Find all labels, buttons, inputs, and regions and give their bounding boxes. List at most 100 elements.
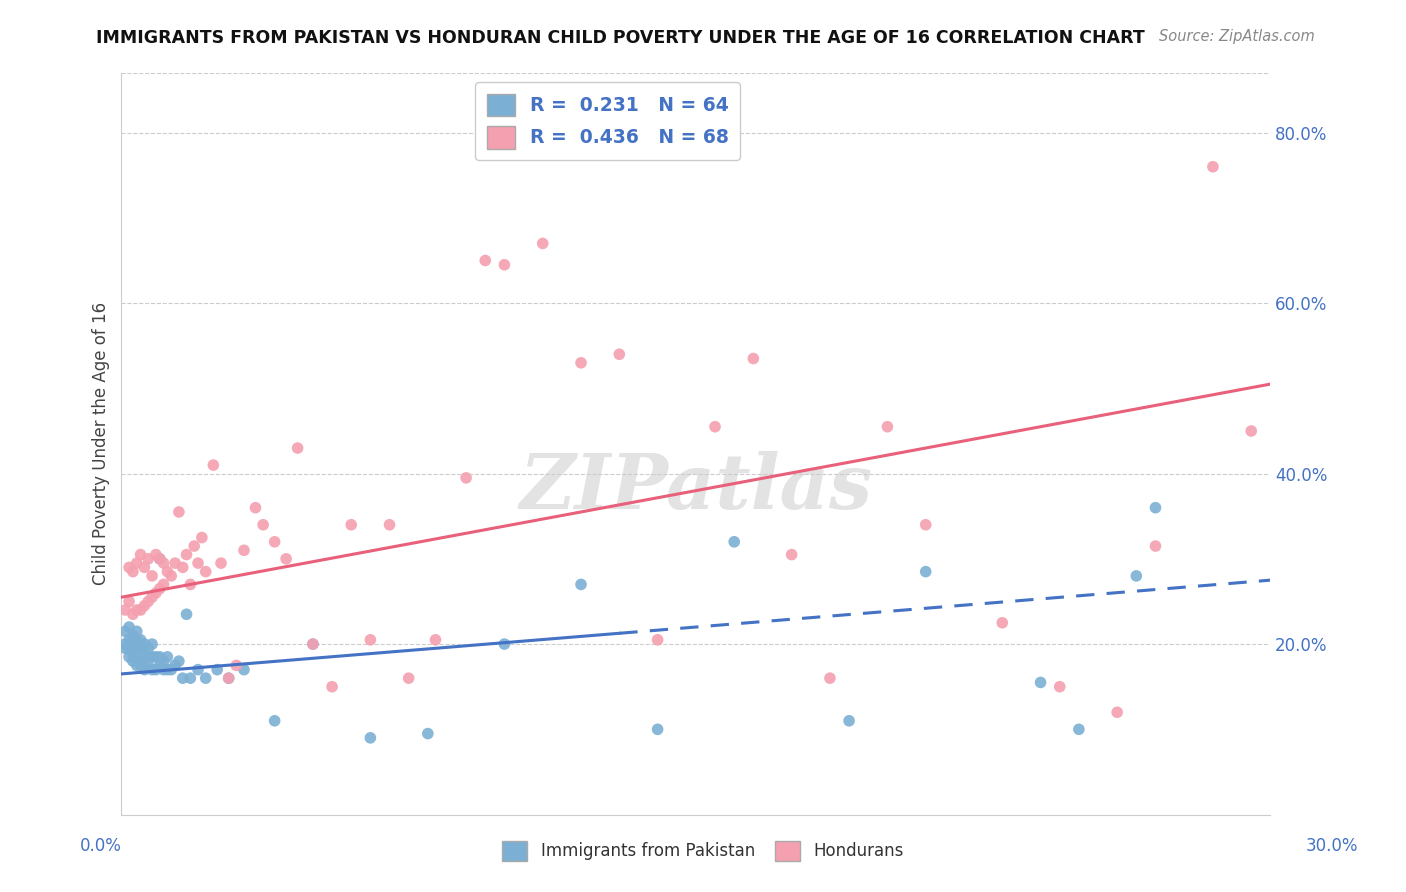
Point	[149, 649, 172, 664]
Point	[129, 654, 152, 668]
Point	[531, 236, 554, 251]
Point	[122, 646, 145, 660]
Point	[187, 556, 209, 570]
Point	[194, 671, 217, 685]
Point	[134, 663, 156, 677]
Point	[1107, 706, 1129, 720]
Point	[425, 632, 447, 647]
Point	[287, 441, 309, 455]
Point	[114, 641, 136, 656]
Point	[1029, 675, 1052, 690]
Point	[302, 637, 325, 651]
Point	[134, 654, 156, 668]
Point	[149, 658, 172, 673]
Point	[114, 603, 136, 617]
Point	[172, 671, 194, 685]
Point	[136, 594, 159, 608]
Point	[136, 552, 159, 566]
Text: 30.0%: 30.0%	[1305, 837, 1358, 855]
Point	[145, 663, 167, 677]
Point	[252, 517, 274, 532]
Point	[176, 548, 198, 562]
Point	[194, 565, 217, 579]
Point	[118, 649, 141, 664]
Point	[165, 556, 187, 570]
Point	[876, 419, 898, 434]
Point	[118, 560, 141, 574]
Point	[1240, 424, 1263, 438]
Point	[156, 565, 179, 579]
Point	[114, 624, 136, 639]
Point	[134, 637, 156, 651]
Point	[494, 637, 516, 651]
Point	[136, 658, 159, 673]
Point	[118, 594, 141, 608]
Point	[176, 607, 198, 622]
Point	[1202, 160, 1225, 174]
Point	[134, 560, 156, 574]
Point	[122, 565, 145, 579]
Legend: R =  0.231   N = 64, R =  0.436   N = 68: R = 0.231 N = 64, R = 0.436 N = 68	[475, 82, 740, 160]
Point	[1049, 680, 1071, 694]
Point	[122, 654, 145, 668]
Point	[141, 591, 163, 605]
Point	[125, 649, 148, 664]
Point	[838, 714, 860, 728]
Point	[118, 641, 141, 656]
Point	[233, 663, 256, 677]
Point	[723, 534, 745, 549]
Point	[359, 731, 381, 745]
Point	[456, 471, 478, 485]
Point	[191, 531, 214, 545]
Point	[122, 637, 145, 651]
Point	[416, 726, 439, 740]
Point	[134, 599, 156, 613]
Point	[218, 671, 240, 685]
Point	[569, 356, 592, 370]
Point	[114, 637, 136, 651]
Point	[569, 577, 592, 591]
Point	[125, 641, 148, 656]
Point	[187, 663, 209, 677]
Point	[167, 505, 190, 519]
Point	[122, 607, 145, 622]
Point	[145, 586, 167, 600]
Point	[233, 543, 256, 558]
Point	[245, 500, 267, 515]
Text: ZIPatlas: ZIPatlas	[519, 451, 873, 525]
Point	[263, 714, 285, 728]
Point	[398, 671, 420, 685]
Point	[125, 556, 148, 570]
Point	[125, 658, 148, 673]
Point	[167, 654, 190, 668]
Point	[209, 556, 232, 570]
Text: 0.0%: 0.0%	[80, 837, 122, 855]
Point	[818, 671, 841, 685]
Point	[179, 577, 201, 591]
Point	[647, 723, 669, 737]
Point	[302, 637, 325, 651]
Point	[125, 632, 148, 647]
Point	[122, 629, 145, 643]
Point	[914, 565, 936, 579]
Point	[179, 671, 201, 685]
Point	[172, 560, 194, 574]
Legend: Immigrants from Pakistan, Hondurans: Immigrants from Pakistan, Hondurans	[496, 834, 910, 868]
Point	[225, 658, 247, 673]
Y-axis label: Child Poverty Under the Age of 16: Child Poverty Under the Age of 16	[93, 302, 110, 585]
Point	[118, 620, 141, 634]
Point	[129, 641, 152, 656]
Point	[1144, 500, 1167, 515]
Point	[160, 569, 183, 583]
Point	[165, 658, 187, 673]
Text: IMMIGRANTS FROM PAKISTAN VS HONDURAN CHILD POVERTY UNDER THE AGE OF 16 CORRELATI: IMMIGRANTS FROM PAKISTAN VS HONDURAN CHI…	[96, 29, 1144, 46]
Point	[263, 534, 285, 549]
Point	[160, 663, 183, 677]
Point	[118, 632, 141, 647]
Point	[742, 351, 765, 366]
Point	[152, 556, 174, 570]
Point	[141, 569, 163, 583]
Point	[1125, 569, 1147, 583]
Point	[149, 552, 172, 566]
Text: Source: ZipAtlas.com: Source: ZipAtlas.com	[1159, 29, 1315, 44]
